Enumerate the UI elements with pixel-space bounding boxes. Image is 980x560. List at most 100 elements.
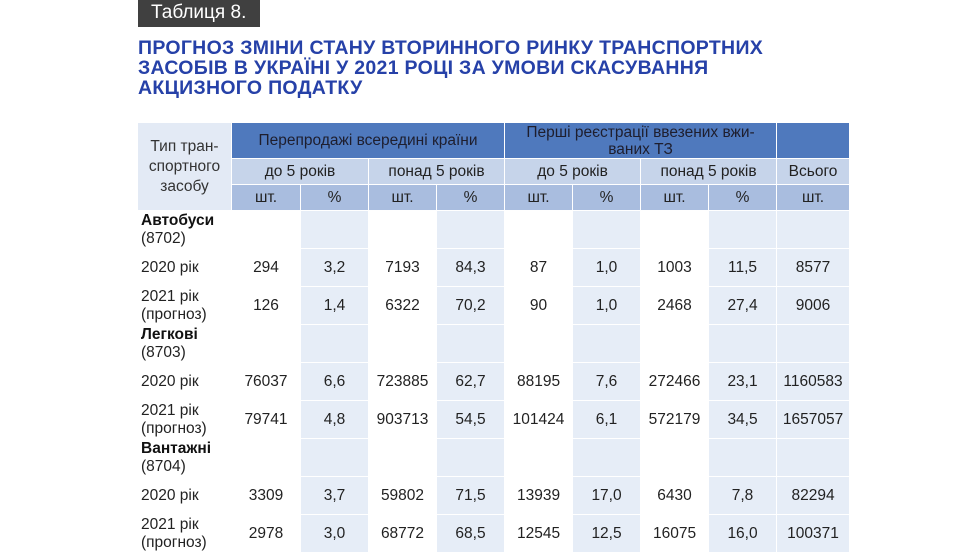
category-row: Вантажні (8704) xyxy=(137,438,851,477)
empty-cell xyxy=(231,438,301,477)
table-cell: 84,3 xyxy=(435,248,506,287)
empty-cell xyxy=(231,324,301,363)
empty-cell xyxy=(776,438,851,477)
header-vehicle-type: Тип тран-спортного засобу xyxy=(137,122,232,211)
empty-cell xyxy=(368,324,437,363)
table-cell: 2468 xyxy=(640,286,710,325)
category-code: (8703) xyxy=(141,343,186,361)
forecast-table: Тип тран-спортного засобу Перепродажі вс… xyxy=(137,122,851,553)
table-cell: 8577 xyxy=(776,248,851,287)
table-cell: 1,0 xyxy=(572,286,642,325)
empty-cell xyxy=(504,210,574,249)
empty-cell xyxy=(572,210,642,249)
table-cell: 2978 xyxy=(231,514,301,553)
table-body: Автобуси (8702) 2020 рік 294 3,2 7193 84,3 87 1,… xyxy=(137,210,851,553)
table-cell: 723885 xyxy=(368,362,437,401)
year-text: 2021 рік xyxy=(141,401,199,419)
year-text: 2021 рік xyxy=(141,287,199,305)
empty-cell xyxy=(504,438,574,477)
table-cell: 17,0 xyxy=(572,476,642,515)
category-row: Автобуси (8702) xyxy=(137,210,851,249)
table-cell: 572179 xyxy=(640,400,710,439)
table-cell: 1160583 xyxy=(776,362,851,401)
table-cell: 903713 xyxy=(368,400,437,439)
table-cell: 71,5 xyxy=(435,476,506,515)
forecast-note: (прогноз) xyxy=(141,305,207,323)
table-cell: 68772 xyxy=(368,514,437,553)
header-total: Всього xyxy=(776,158,851,185)
unit-pcs: шт. xyxy=(368,184,437,211)
table-cell: 3,7 xyxy=(300,476,369,515)
table-title: ПРОГНОЗ ЗМІНИ СТАНУ ВТОРИННОГО РИНКУ ТРА… xyxy=(138,38,858,98)
table-cell: 7193 xyxy=(368,248,437,287)
empty-cell xyxy=(572,324,642,363)
year-text: 2020 рік xyxy=(141,372,199,390)
table-cell: 34,5 xyxy=(708,400,778,439)
year-label: 2020 рік xyxy=(137,476,232,515)
table-cell: 13939 xyxy=(504,476,574,515)
empty-cell xyxy=(435,438,506,477)
empty-cell xyxy=(300,210,369,249)
category-code: (8702) xyxy=(141,229,186,247)
year-text: 2020 рік xyxy=(141,258,199,276)
year-label: 2020 рік xyxy=(137,362,232,401)
table-cell: 1,0 xyxy=(572,248,642,287)
table-cell: 6,6 xyxy=(300,362,369,401)
table-cell: 27,4 xyxy=(708,286,778,325)
table-cell: 62,7 xyxy=(435,362,506,401)
empty-cell xyxy=(708,210,778,249)
empty-cell xyxy=(435,210,506,249)
table-cell: 59802 xyxy=(368,476,437,515)
forecast-note: (прогноз) xyxy=(141,533,207,551)
table-cell: 82294 xyxy=(776,476,851,515)
empty-cell xyxy=(640,210,710,249)
table-cell: 100371 xyxy=(776,514,851,553)
table-cell: 76037 xyxy=(231,362,301,401)
empty-cell xyxy=(504,324,574,363)
table-cell: 79741 xyxy=(231,400,301,439)
empty-cell xyxy=(708,324,778,363)
table-cell: 6,1 xyxy=(572,400,642,439)
year-label: 2021 рік (прогноз) xyxy=(137,286,232,325)
title-line: ПРОГНОЗ ЗМІНИ СТАНУ ВТОРИННОГО РИНКУ ТРА… xyxy=(138,37,764,59)
table-cell: 3309 xyxy=(231,476,301,515)
year-text: 2021 рік xyxy=(141,515,199,533)
table-cell: 12545 xyxy=(504,514,574,553)
table-cell: 6430 xyxy=(640,476,710,515)
header-first-registration-group: Перші реєстрації ввезених вжи-ваних ТЗ xyxy=(504,122,778,159)
table-cell: 7,8 xyxy=(708,476,778,515)
table-cell: 6322 xyxy=(368,286,437,325)
table-cell: 3,0 xyxy=(300,514,369,553)
table-cell: 16,0 xyxy=(708,514,778,553)
empty-cell xyxy=(368,438,437,477)
category-name: Вантажні xyxy=(141,439,212,457)
year-label: 2021 рік (прогноз) xyxy=(137,400,232,439)
empty-cell xyxy=(640,438,710,477)
year-label: 2021 рік (прогноз) xyxy=(137,514,232,553)
unit-pcs: шт. xyxy=(640,184,710,211)
unit-pcs: шт. xyxy=(231,184,301,211)
table-row: 2020 рік 3309 3,7 59802 71,5 13939 17,0 6430 7,8… xyxy=(137,476,851,515)
table-cell: 16075 xyxy=(640,514,710,553)
table-cell: 4,8 xyxy=(300,400,369,439)
table-cell: 1657057 xyxy=(776,400,851,439)
unit-pct: % xyxy=(708,184,778,211)
table-cell: 90 xyxy=(504,286,574,325)
table-cell: 1003 xyxy=(640,248,710,287)
table-cell: 294 xyxy=(231,248,301,287)
empty-cell xyxy=(231,210,301,249)
header-resale-under5: до 5 років xyxy=(231,158,369,185)
unit-pcs: шт. xyxy=(504,184,574,211)
unit-pct: % xyxy=(300,184,369,211)
empty-cell xyxy=(300,324,369,363)
category-code: (8704) xyxy=(141,457,186,475)
year-text: 2020 рік xyxy=(141,486,199,504)
table-cell: 126 xyxy=(231,286,301,325)
empty-cell xyxy=(708,438,778,477)
header-total-top xyxy=(776,122,851,159)
empty-cell xyxy=(572,438,642,477)
table-cell: 70,2 xyxy=(435,286,506,325)
category-row: Легкові (8703) xyxy=(137,324,851,363)
unit-pct: % xyxy=(435,184,506,211)
title-line: АКЦИЗНОГО ПОДАТКУ xyxy=(138,77,363,99)
